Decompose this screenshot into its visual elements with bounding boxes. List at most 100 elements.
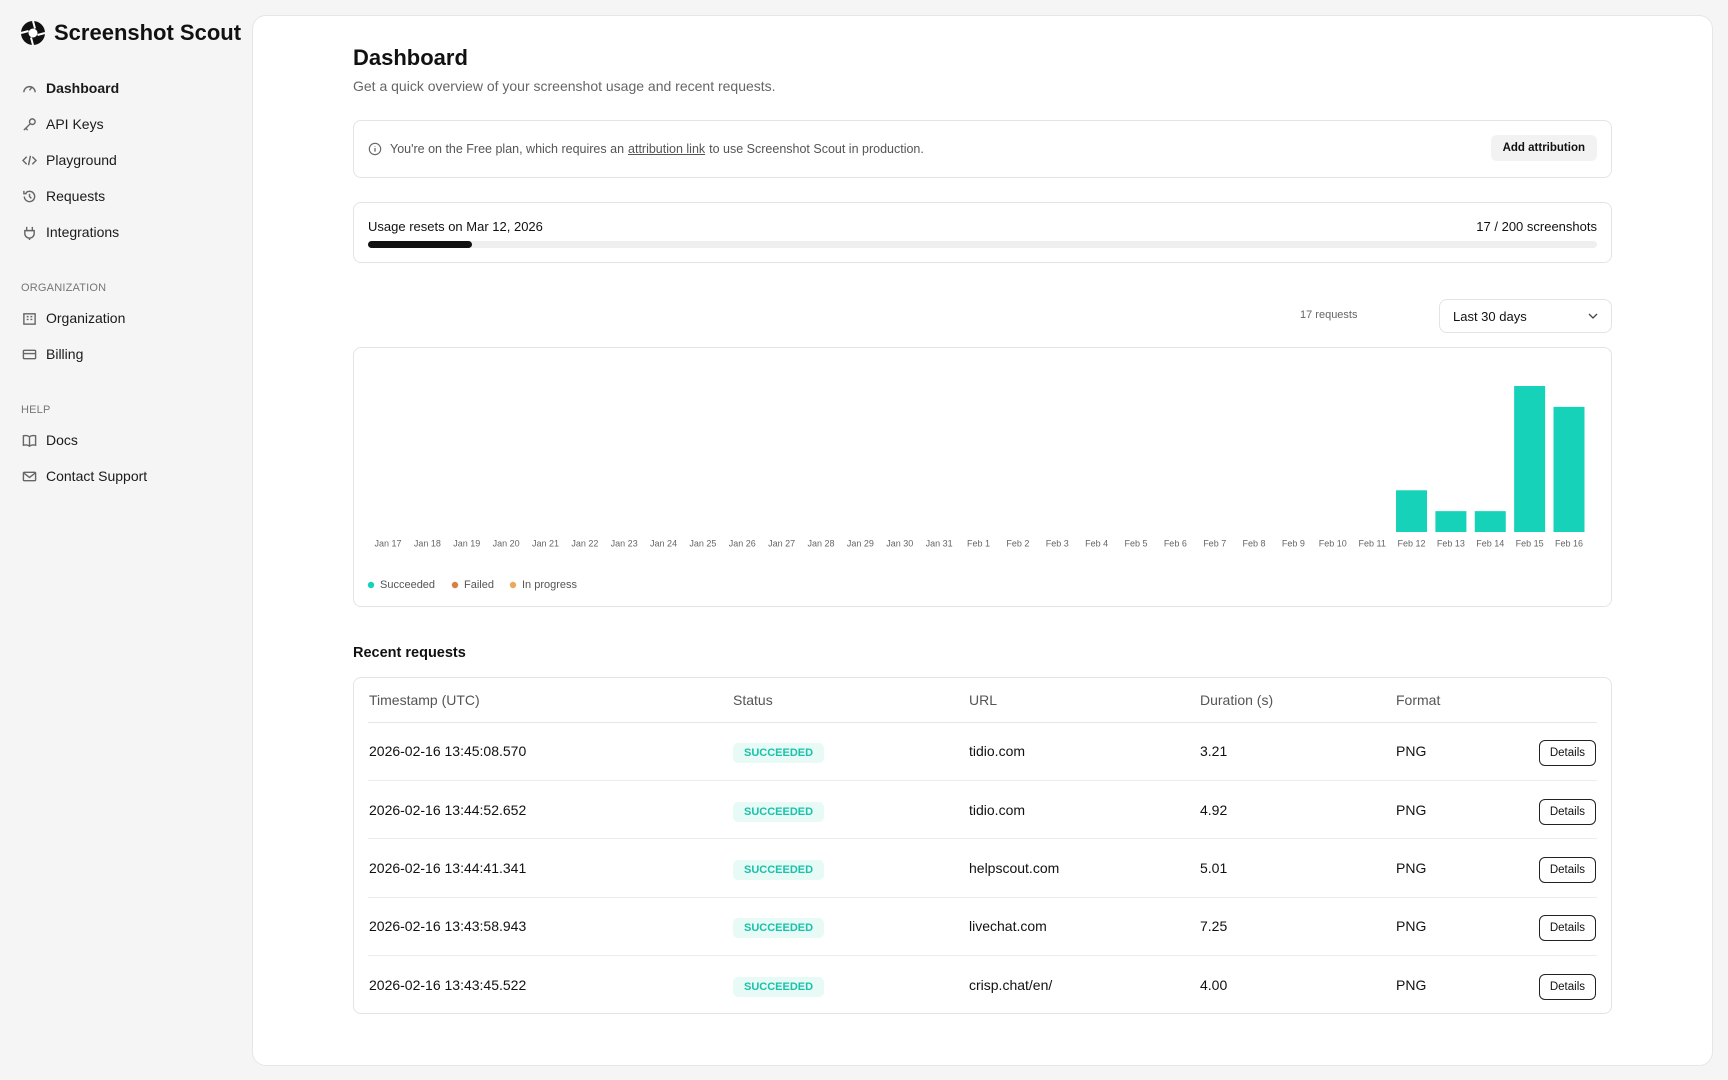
column-header: Status — [732, 678, 968, 723]
table-cell: Details — [1515, 780, 1597, 840]
brand[interactable]: Screenshot Scout — [20, 20, 241, 46]
table-cell: helpscout.com — [968, 838, 1199, 898]
table-row: 2026-02-16 13:43:45.522 SUCCEEDED crisp.ch… — [368, 956, 1597, 1014]
table-row: 2026-02-16 13:43:58.943 SUCCEEDED livechat… — [368, 897, 1597, 957]
table-cell: 2026-02-16 13:43:58.943 — [368, 897, 732, 957]
usage-reset: Usage resets on Mar 12, 2026 — [368, 219, 543, 234]
table-cell: 2026-02-16 13:45:08.570 — [368, 722, 732, 781]
notice-text: to use Screenshot Scout in production. — [709, 142, 924, 156]
x-tick-label: Jan 27 — [768, 538, 795, 548]
range-label: Last 30 days — [1453, 308, 1527, 324]
legend-marker — [451, 581, 459, 589]
notice-link[interactable]: attribution link — [628, 142, 706, 156]
table-cell: 2026-02-16 13:44:52.652 — [368, 780, 732, 840]
section-heading: ORGANIZATION — [21, 282, 107, 294]
nav-item[interactable]: Billing — [22, 346, 83, 362]
x-tick-label: Feb 14 — [1476, 538, 1504, 548]
table-cell: PNG — [1395, 897, 1515, 957]
x-tick-label: Feb 13 — [1437, 538, 1465, 548]
table-cell: Details — [1515, 722, 1597, 781]
nav-item[interactable]: Organization — [22, 310, 125, 326]
notice-card: You're on the Free plan, which requires … — [353, 120, 1612, 178]
nav-label: Contact Support — [46, 468, 148, 484]
table-cell: SUCCEEDED — [732, 897, 968, 957]
table-body: 2026-02-16 13:45:08.570 SUCCEEDED tidio.co… — [368, 722, 1597, 1014]
requests-table: Timestamp (UTC) Status URL Duration (s) Form… — [368, 678, 1597, 1014]
table-cell: SUCCEEDED — [732, 956, 968, 1014]
nav-label: API Keys — [46, 116, 104, 132]
x-tick-label: Jan 17 — [374, 538, 401, 548]
usage-card: Usage resets on Mar 12, 2026 17 / 200 sc… — [353, 202, 1612, 263]
column-header-empty — [1515, 678, 1597, 723]
nav-label: Organization — [46, 310, 126, 326]
table-cell: 7.25 — [1199, 897, 1395, 957]
add-attribution-button[interactable]: Add attribution — [1490, 135, 1597, 161]
x-tick-label: Feb 15 — [1516, 538, 1544, 548]
status-badge: SUCCEEDED — [733, 859, 825, 880]
details-button[interactable]: Details — [1538, 798, 1596, 825]
legend-label: Failed — [464, 579, 494, 591]
table-cell: PNG — [1395, 838, 1515, 898]
status-badge: SUCCEEDED — [733, 801, 825, 822]
notice-text: You're on the Free plan, which requires … — [390, 142, 625, 156]
table-cell: 3.21 — [1199, 722, 1395, 781]
table-cell: PNG — [1396, 977, 1427, 993]
header-row: Timestamp (UTC) Status URL Duration (s) Form… — [368, 678, 1597, 723]
bar — [1435, 511, 1467, 532]
details-button[interactable]: Details — [1538, 974, 1596, 1000]
x-tick-label: Feb 4 — [1085, 538, 1108, 548]
nav-item[interactable]: Requests — [22, 188, 105, 204]
x-tick-label: Jan 21 — [532, 538, 559, 548]
page-title: Dashboard — [353, 45, 468, 70]
nav-item[interactable]: API Keys — [22, 116, 104, 132]
column-header: Timestamp (UTC) — [368, 678, 732, 723]
nav-item[interactable]: Docs — [22, 432, 78, 448]
details-button[interactable]: Details — [1538, 740, 1596, 767]
usage-count: 17 / 200 screenshots — [1476, 219, 1597, 234]
table-cell: SUCCEEDED — [732, 722, 968, 781]
request-count: 17 requests — [1300, 309, 1358, 321]
x-tick-label: Jan 18 — [414, 538, 441, 548]
details-button[interactable]: Details — [1538, 915, 1596, 942]
x-tick-label: Feb 5 — [1124, 538, 1147, 548]
table-cell: SUCCEEDED — [732, 780, 968, 840]
chevron — [1588, 313, 1598, 319]
table-cell: PNG — [1395, 722, 1515, 781]
table-cell: tidio.com — [968, 780, 1199, 840]
details-button[interactable]: Details — [1538, 856, 1596, 883]
status-badge: SUCCEEDED — [733, 918, 825, 939]
x-tick-label: Jan 24 — [650, 538, 677, 548]
x-tick-label: Feb 2 — [1006, 538, 1029, 548]
table-cell: 2026-02-16 13:44:41.341 — [368, 838, 732, 898]
x-tick-label: Feb 1 — [967, 538, 990, 548]
x-tick-label: Feb 8 — [1243, 538, 1266, 548]
legend-label: Succeeded — [380, 579, 435, 591]
nav-item[interactable]: Contact Support — [22, 468, 147, 484]
nav-label: Integrations — [46, 224, 120, 240]
table-cell: PNG — [1395, 780, 1515, 840]
table-cell: 4.00 — [1200, 977, 1228, 993]
nav-item[interactable]: Dashboard — [22, 80, 119, 96]
table-cell: 4.92 — [1199, 780, 1395, 840]
section-title: Recent requests — [353, 645, 466, 661]
brand-name: Screenshot Scout — [54, 20, 242, 45]
section-heading: HELP — [21, 404, 51, 416]
nav-item[interactable]: Integrations — [22, 224, 119, 240]
column-header: URL — [968, 678, 1199, 723]
nav-item[interactable]: Playground — [22, 152, 117, 168]
legend-label: In progress — [522, 579, 578, 591]
chart-card: Jan 17 Jan 18 Jan 19 Jan 20 Jan 21 Jan 22 Jan … — [353, 347, 1612, 607]
x-tick-label: Feb 3 — [1046, 538, 1069, 548]
notice: You're on the Free plan, which requires … — [368, 142, 924, 156]
table-cell: Details — [1515, 956, 1597, 1014]
requests-table-card: Timestamp (UTC) Status URL Duration (s) Form… — [353, 677, 1612, 1014]
table-row: 2026-02-16 13:44:41.341 SUCCEEDED helpscou… — [368, 838, 1597, 898]
x-tick-label: Jan 28 — [808, 538, 835, 548]
bar — [1396, 490, 1428, 532]
range-select[interactable]: Last 30 days — [1439, 299, 1612, 333]
nav-label: Requests — [46, 188, 106, 204]
table-cell: SUCCEEDED — [732, 838, 968, 898]
x-tick-label: Jan 29 — [847, 538, 874, 548]
table-cell: Details — [1515, 838, 1597, 898]
